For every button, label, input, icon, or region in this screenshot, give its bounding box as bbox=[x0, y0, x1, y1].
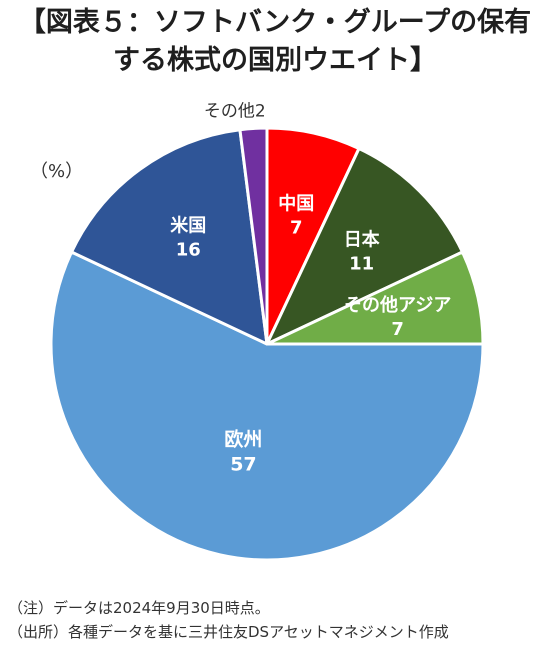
pie-slice-3 bbox=[49, 250, 485, 562]
pie-slice-1 bbox=[265, 147, 464, 346]
chart-title: 【図表５：ソフトバンク・グループの保有 する株式の国別ウエイト】 bbox=[0, 4, 550, 80]
note-line: （注）データは2024年9月30日時点。 bbox=[8, 599, 270, 617]
source-line: （出所）各種データを基に三井住友DSアセットマネジメント作成 bbox=[8, 623, 449, 641]
unit-label: （%） bbox=[30, 161, 84, 182]
pie-label-5: その他2 bbox=[204, 101, 266, 121]
footnotes: （注）データは2024年9月30日時点。 （出所）各種データを基に三井住友DSア… bbox=[8, 596, 449, 644]
pie-label-1: 日本 11 bbox=[344, 228, 380, 274]
chart-title-line1: 【図表５：ソフトバンク・グループの保有 bbox=[18, 7, 532, 38]
pie-label-4: 米国 16 bbox=[170, 215, 206, 261]
pie-slice-4 bbox=[70, 128, 269, 346]
pie-label-2: その他アジア 7 bbox=[344, 294, 451, 340]
pie-labels: 中国 7 日本 11 その他アジア 7 欧州 57 米国 16 その他2 bbox=[170, 101, 451, 475]
pie-slices bbox=[49, 126, 485, 562]
pie-label-0: 中国 7 bbox=[278, 192, 314, 238]
pie-slice-5 bbox=[238, 126, 269, 346]
pie-chart: 中国 7 日本 11 その他アジア 7 欧州 57 米国 16 その他2 bbox=[49, 101, 485, 562]
chart-title-line2: する株式の国別ウエイト】 bbox=[113, 45, 437, 76]
pie-label-3: 欧州 57 bbox=[224, 427, 262, 475]
